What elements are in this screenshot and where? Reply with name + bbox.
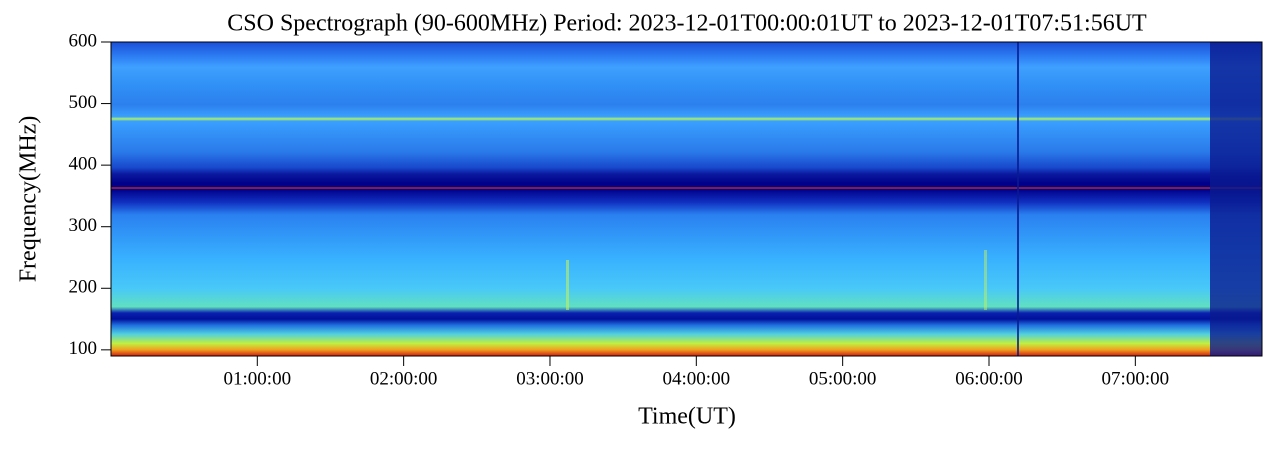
x-tick-label: 03:00:00 bbox=[516, 368, 584, 389]
plot-frame bbox=[110, 41, 1263, 357]
y-tick-label: 200 bbox=[69, 277, 98, 298]
y-tick-label: 400 bbox=[69, 153, 98, 174]
x-tick-label: 04:00:00 bbox=[663, 368, 731, 389]
y-tick-label: 500 bbox=[69, 92, 98, 113]
spectrum-background bbox=[111, 42, 1262, 356]
x-tick-label: 02:00:00 bbox=[370, 368, 438, 389]
y-tick-label: 300 bbox=[69, 215, 98, 236]
spectrum-burst bbox=[984, 250, 987, 310]
x-axis-label: Time(UT) bbox=[638, 404, 736, 430]
x-tick-label: 06:00:00 bbox=[955, 368, 1023, 389]
x-tick-label: 05:00:00 bbox=[809, 368, 877, 389]
x-tick-label: 01:00:00 bbox=[224, 368, 292, 389]
y-tick-label: 600 bbox=[69, 30, 98, 51]
spectrum-burst bbox=[566, 260, 569, 310]
x-tick-label: 07:00:00 bbox=[1102, 368, 1170, 389]
spectrum-dark-strip bbox=[1210, 42, 1262, 356]
y-axis-label: Frequency(MHz) bbox=[16, 116, 42, 283]
spectrum-dark-line bbox=[1017, 42, 1019, 356]
y-tick-label: 100 bbox=[69, 338, 98, 359]
spectrogram-image bbox=[111, 42, 1262, 356]
chart-title: CSO Spectrograph (90-600MHz) Period: 202… bbox=[227, 11, 1147, 37]
